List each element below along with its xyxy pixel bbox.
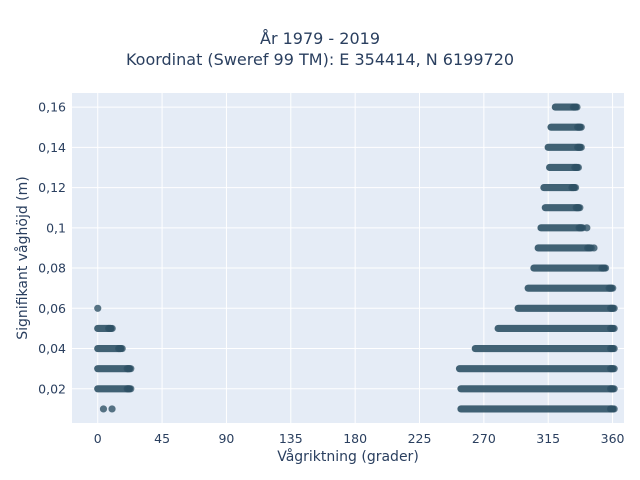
data-point: [577, 143, 585, 151]
data-point: [108, 405, 116, 413]
data-points: [94, 103, 618, 413]
y-tick-label: 0,12: [38, 180, 66, 195]
data-point: [573, 103, 581, 111]
x-axis-label: Vågriktning (grader): [277, 448, 419, 465]
x-tick-label: 225: [408, 431, 432, 446]
y-axis-label: Signifikant våghöjd (m): [14, 176, 31, 339]
data-point: [577, 123, 585, 131]
x-tick-label: 360: [601, 431, 625, 446]
data-point: [609, 284, 617, 292]
data-point: [127, 385, 135, 393]
x-tick-label: 180: [343, 431, 367, 446]
y-tick-label: 0,08: [38, 261, 66, 276]
data-point: [610, 365, 618, 373]
plot-area: [72, 93, 624, 423]
data-point: [576, 204, 584, 212]
y-tick-label: 0,06: [38, 301, 66, 316]
data-point: [583, 224, 591, 232]
data-point: [610, 304, 618, 312]
data-point: [610, 385, 618, 393]
x-tick-label: 135: [279, 431, 303, 446]
data-point: [610, 324, 618, 333]
x-tick-label: 315: [536, 431, 560, 446]
y-tick-label: 0,14: [38, 140, 66, 155]
y-tick-label: 0,16: [38, 100, 66, 115]
data-point: [127, 365, 135, 373]
x-tick-label: 0: [94, 431, 102, 446]
data-point: [571, 183, 580, 192]
data-point: [118, 344, 126, 353]
x-tick-label: 90: [218, 431, 234, 446]
data-point: [94, 304, 102, 312]
data-point: [108, 324, 116, 333]
chart-title: År 1979 - 2019: [260, 29, 380, 48]
y-tick-label: 0,04: [38, 341, 66, 356]
x-tick-label: 270: [472, 431, 496, 446]
data-point: [590, 244, 598, 252]
x-tick-label: 45: [154, 431, 170, 446]
data-point: [99, 405, 108, 413]
data-point: [607, 405, 615, 413]
tick-labels: 0 45 90 135 180 225 270 315 360 0,02 0,04 0,06 0,08 0…: [38, 100, 624, 446]
chart-subtitle: Koordinat (Sweref 99 TM): E 354414, N 61…: [125, 50, 515, 69]
y-tick-label: 0,02: [38, 381, 66, 396]
data-point: [574, 163, 583, 172]
data-point: [601, 264, 610, 272]
y-tick-label: 0,1: [46, 220, 66, 235]
data-point: [610, 344, 618, 353]
